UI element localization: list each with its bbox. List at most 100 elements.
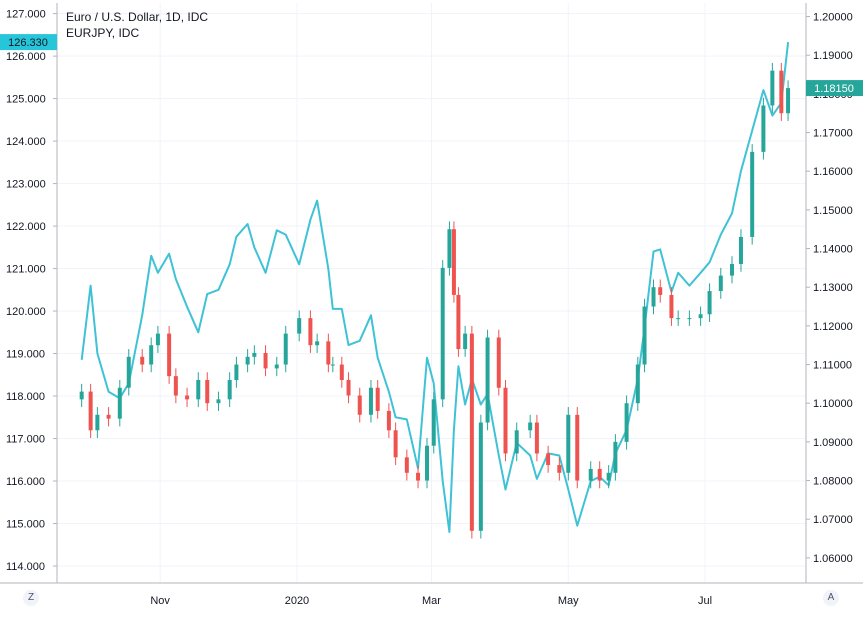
candle-body: [546, 453, 551, 466]
right-axis-label: 1.08000: [813, 476, 853, 488]
candle-body: [566, 414, 571, 473]
candle-body: [447, 229, 452, 268]
candle-body: [216, 399, 221, 404]
candle-body: [205, 380, 210, 404]
left-axis-label: 124.000: [6, 136, 46, 148]
right-axis-label: 1.13000: [813, 282, 853, 294]
candle-body: [155, 333, 160, 346]
candle-body: [534, 422, 539, 454]
candle-body: [315, 341, 320, 346]
candle-body: [431, 399, 436, 446]
left-axis-label: 125.000: [6, 94, 46, 106]
candle-body: [738, 236, 743, 264]
candle-body: [106, 414, 111, 419]
left-axis-label: 119.000: [6, 349, 45, 361]
right-axis-label: 1.12000: [813, 321, 853, 333]
candle-body: [478, 422, 483, 531]
scale-settings-button[interactable]: Z: [23, 590, 39, 606]
candle-body: [245, 356, 250, 365]
candle-body: [463, 333, 468, 350]
left-current-price-tag: [0, 34, 57, 51]
candle-body: [167, 333, 172, 377]
candle-body: [126, 356, 131, 388]
candle-body: [456, 294, 461, 350]
candle-body: [404, 457, 409, 473]
left-axis-label: 115.000: [6, 519, 45, 531]
candle-body: [624, 403, 629, 442]
candle-body: [687, 318, 692, 320]
candle-body: [786, 88, 791, 114]
candle-body: [613, 441, 618, 473]
candle-body: [676, 318, 681, 320]
x-tick-label: Mar: [422, 595, 441, 607]
candle-body: [729, 264, 734, 276]
right-current-price-tag: [806, 80, 863, 97]
auto-scale-button[interactable]: A: [823, 590, 839, 606]
candle-body: [297, 318, 302, 334]
right-axis-label: 1.19000: [813, 50, 853, 62]
x-tick-label: Nov: [150, 595, 170, 607]
candle-body: [149, 345, 154, 365]
candle-body: [95, 414, 100, 431]
candle-body: [140, 356, 145, 365]
eurjpy-series-line: [80, 41, 790, 533]
right-axis-label: 1.14000: [813, 244, 853, 256]
x-tick-label: May: [558, 595, 579, 607]
candle-body: [635, 364, 640, 404]
candle-body: [597, 468, 602, 481]
left-axis-label: 116.000: [6, 476, 45, 488]
left-axis-label: 118.000: [6, 391, 45, 403]
right-axis-label: 1.20000: [813, 12, 853, 24]
candle-body: [718, 275, 723, 292]
left-current-price-label: 126.330: [8, 37, 48, 49]
candle-body: [514, 430, 519, 454]
candle-body: [234, 364, 239, 380]
candle-body: [642, 306, 647, 365]
candle-body: [386, 410, 391, 431]
x-tick-label: 2020: [285, 595, 309, 607]
candle-body: [375, 387, 380, 411]
candle-body: [196, 380, 201, 400]
x-tick-label: Jul: [698, 595, 712, 607]
legend: Euro / U.S. Dollar, 1D, IDC EURJPY, IDC: [66, 9, 208, 41]
candle-body: [451, 229, 456, 295]
right-axis-label: 1.17000: [813, 128, 853, 140]
candle-body: [330, 364, 335, 366]
right-axis-label: 1.15000: [813, 205, 853, 217]
left-axis-label: 114.000: [6, 561, 45, 573]
candle-body: [263, 352, 268, 369]
chart-subtitle: EURJPY, IDC: [66, 26, 140, 40]
candle-body: [707, 291, 712, 315]
candle-body: [761, 105, 766, 152]
right-current-price-label: 1.18150: [814, 83, 854, 95]
candle-body: [274, 364, 279, 369]
left-axis-label: 120.000: [6, 306, 46, 318]
left-axis-label: 123.000: [6, 179, 46, 191]
candle-body: [227, 380, 232, 400]
candle-body: [440, 267, 445, 400]
candle-body: [575, 414, 580, 481]
chart-title: Euro / U.S. Dollar, 1D, IDC: [66, 10, 209, 24]
candle-body: [698, 314, 703, 319]
candle-body: [469, 333, 474, 531]
candle-body: [339, 364, 344, 380]
candle-body: [496, 337, 501, 388]
candle-body: [485, 337, 490, 423]
candle-body: [185, 395, 190, 400]
candle-body: [252, 352, 257, 357]
candle-body: [557, 465, 562, 473]
left-axis-label: 117.000: [6, 434, 45, 446]
candle-body: [528, 422, 533, 431]
candle-body: [368, 387, 373, 415]
right-axis-label: 1.07000: [813, 514, 853, 526]
right-axis-label: 1.10000: [813, 398, 853, 410]
candle-body: [770, 70, 775, 106]
right-axis-label: 1.09000: [813, 437, 853, 449]
candle-body: [669, 294, 674, 319]
right-axis-label: 1.11000: [813, 360, 852, 372]
candle-body: [503, 387, 508, 454]
right-axis-label: 1.06000: [813, 553, 853, 565]
candle-body: [357, 395, 362, 415]
